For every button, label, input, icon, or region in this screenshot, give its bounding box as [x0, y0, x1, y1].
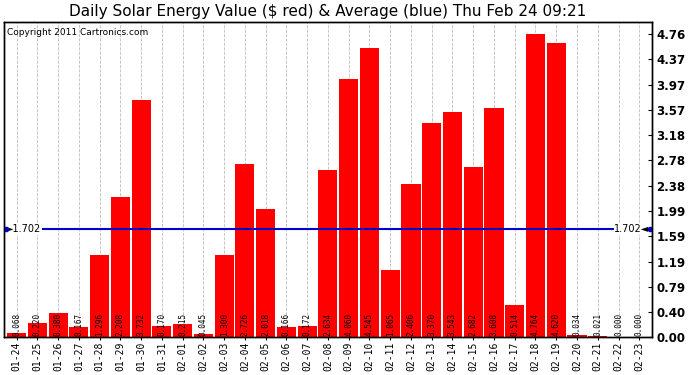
Text: 0.220: 0.220: [33, 313, 42, 336]
Bar: [194, 334, 213, 337]
Text: 1.065: 1.065: [386, 313, 395, 336]
Text: 2.634: 2.634: [324, 313, 333, 336]
Text: 2.682: 2.682: [469, 313, 477, 336]
Bar: [111, 197, 130, 337]
Bar: [277, 327, 296, 337]
Bar: [90, 255, 109, 337]
Text: 0.170: 0.170: [157, 313, 166, 336]
Bar: [173, 324, 193, 337]
Bar: [235, 164, 255, 337]
Title: Daily Solar Energy Value ($ red) & Average (blue) Thu Feb 24 09:21: Daily Solar Energy Value ($ red) & Avera…: [69, 4, 586, 19]
Text: 0.380: 0.380: [54, 313, 63, 336]
Bar: [69, 327, 88, 337]
Bar: [526, 34, 545, 337]
Text: 3.608: 3.608: [489, 313, 498, 336]
Bar: [297, 326, 317, 337]
Text: 1.296: 1.296: [95, 313, 104, 336]
Bar: [588, 336, 607, 337]
Text: 0.034: 0.034: [573, 313, 582, 336]
Text: 2.726: 2.726: [240, 313, 249, 336]
Text: 3.370: 3.370: [427, 313, 436, 336]
Bar: [318, 170, 337, 337]
Bar: [152, 327, 171, 337]
Text: 0.068: 0.068: [12, 313, 21, 336]
Text: 3.543: 3.543: [448, 313, 457, 336]
Text: 0.514: 0.514: [510, 313, 520, 336]
Text: 0.021: 0.021: [593, 313, 602, 336]
Bar: [402, 184, 420, 337]
Bar: [339, 79, 358, 337]
Bar: [28, 323, 47, 337]
Text: 0.000: 0.000: [614, 313, 623, 336]
Text: 4.620: 4.620: [552, 313, 561, 336]
Text: 4.060: 4.060: [344, 313, 353, 336]
Bar: [505, 304, 524, 337]
Bar: [422, 123, 442, 337]
Text: ►1.702: ►1.702: [6, 224, 41, 234]
Bar: [7, 333, 26, 337]
Bar: [567, 335, 586, 337]
Bar: [48, 313, 68, 337]
Text: 2.208: 2.208: [116, 313, 125, 336]
Bar: [443, 112, 462, 337]
Bar: [484, 108, 504, 337]
Bar: [381, 270, 400, 337]
Text: 1.300: 1.300: [219, 313, 228, 336]
Text: 0.167: 0.167: [75, 313, 83, 336]
Bar: [256, 209, 275, 337]
Text: 0.215: 0.215: [178, 313, 187, 336]
Bar: [132, 100, 150, 337]
Bar: [360, 48, 379, 337]
Text: 1.702◄: 1.702◄: [614, 224, 650, 234]
Text: 2.406: 2.406: [406, 313, 415, 336]
Text: 4.545: 4.545: [365, 313, 374, 336]
Text: 0.172: 0.172: [303, 313, 312, 336]
Text: Copyright 2011 Cartronics.com: Copyright 2011 Cartronics.com: [8, 28, 148, 37]
Text: 3.732: 3.732: [137, 313, 146, 336]
Text: 2.018: 2.018: [262, 313, 270, 336]
Bar: [546, 44, 566, 337]
Text: 0.045: 0.045: [199, 313, 208, 336]
Text: 0.000: 0.000: [635, 313, 644, 336]
Text: 0.166: 0.166: [282, 313, 291, 336]
Text: 4.764: 4.764: [531, 313, 540, 336]
Bar: [464, 166, 483, 337]
Bar: [215, 255, 234, 337]
